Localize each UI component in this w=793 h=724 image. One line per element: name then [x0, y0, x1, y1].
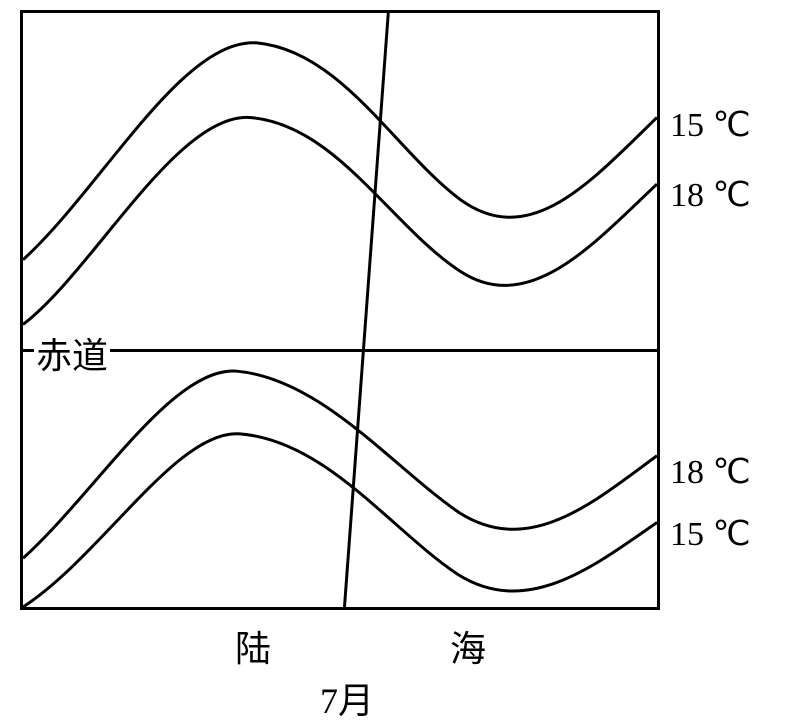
land-sea-divider	[23, 13, 657, 607]
diagram-box	[20, 10, 660, 610]
temp-label-s15: 15 ℃	[670, 514, 751, 554]
temp-label-n15: 15 ℃	[670, 105, 751, 145]
isotherm-diagram: 赤道 15 ℃ 18 ℃ 18 ℃ 15 ℃ 陆 海 7月	[0, 0, 793, 723]
temp-label-n18: 18 ℃	[670, 175, 751, 215]
sea-label: 海	[450, 620, 486, 672]
land-label: 陆	[235, 620, 271, 672]
equator-label: 赤道	[34, 327, 110, 379]
month-label: 7月	[320, 672, 374, 724]
temp-label-s18: 18 ℃	[670, 452, 751, 492]
